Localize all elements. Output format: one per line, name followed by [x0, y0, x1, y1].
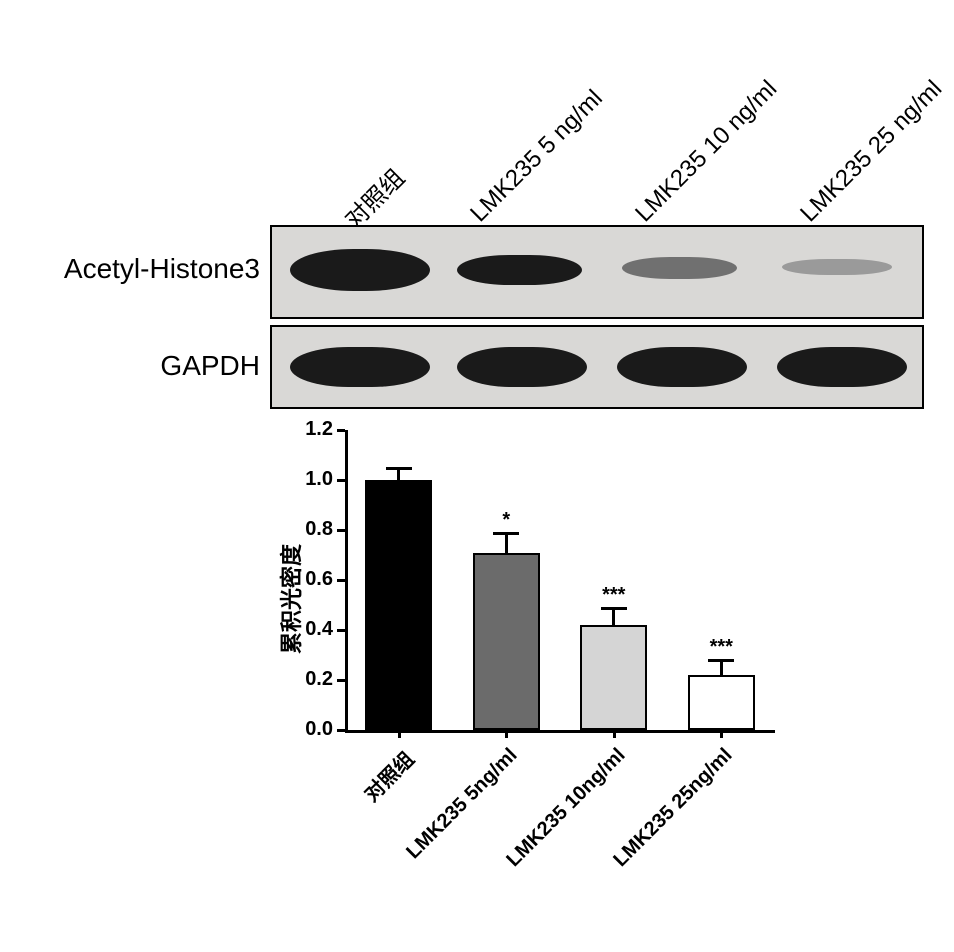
ytick — [337, 579, 345, 582]
band-acetyl-0 — [290, 249, 430, 291]
y-axis-label: 累积光密度 — [274, 514, 306, 654]
ytick — [337, 679, 345, 682]
x-axis — [345, 730, 775, 733]
significance-label: *** — [584, 584, 644, 607]
xtick — [720, 730, 723, 738]
errorbar-cap — [601, 607, 627, 610]
ytick — [337, 529, 345, 532]
significance-label: *** — [691, 636, 751, 659]
xtick — [505, 730, 508, 738]
lane-label-1: LMK235 5 ng/ml — [465, 85, 608, 228]
band-gapdh-3 — [777, 347, 907, 387]
xtick — [613, 730, 616, 738]
band-acetyl-3 — [782, 259, 892, 275]
ytick — [337, 479, 345, 482]
ytick-label: 0.0 — [275, 718, 333, 741]
ytick — [337, 429, 345, 432]
band-acetyl-1 — [457, 255, 582, 285]
xtick — [398, 730, 401, 738]
ytick — [337, 629, 345, 632]
ytick-label: 1.0 — [275, 468, 333, 491]
row-label-1: GAPDH — [30, 350, 260, 382]
lane-label-2: LMK235 10 ng/ml — [630, 75, 783, 228]
errorbar-stem — [612, 608, 615, 626]
blot-box-gapdh — [270, 325, 924, 409]
y-axis — [345, 430, 348, 730]
ytick — [337, 729, 345, 732]
errorbar-cap — [493, 532, 519, 535]
band-gapdh-1 — [457, 347, 587, 387]
errorbar-stem — [505, 533, 508, 553]
lane-label-0: 对照组 — [335, 159, 411, 235]
row-label-0: Acetyl-Histone3 — [30, 253, 260, 285]
errorbar-cap — [386, 467, 412, 470]
bar-2 — [580, 625, 647, 730]
bar-0 — [365, 480, 432, 730]
ytick-label: 0.2 — [275, 668, 333, 691]
band-acetyl-2 — [622, 257, 737, 279]
band-gapdh-2 — [617, 347, 747, 387]
ytick-label: 1.2 — [275, 418, 333, 441]
blot-box-acetyl — [270, 225, 924, 319]
bar-3 — [688, 675, 755, 730]
band-gapdh-0 — [290, 347, 430, 387]
significance-label: * — [476, 509, 536, 532]
bar-chart: 0.00.20.40.60.81.01.2累积光密度对照组*LMK235 5ng… — [275, 420, 805, 920]
errorbar-stem — [720, 660, 723, 675]
figure-container: 对照组 LMK235 5 ng/ml LMK235 10 ng/ml LMK23… — [20, 20, 934, 932]
bar-1 — [473, 553, 540, 731]
lane-label-3: LMK235 25 ng/ml — [795, 75, 948, 228]
errorbar-cap — [708, 659, 734, 662]
